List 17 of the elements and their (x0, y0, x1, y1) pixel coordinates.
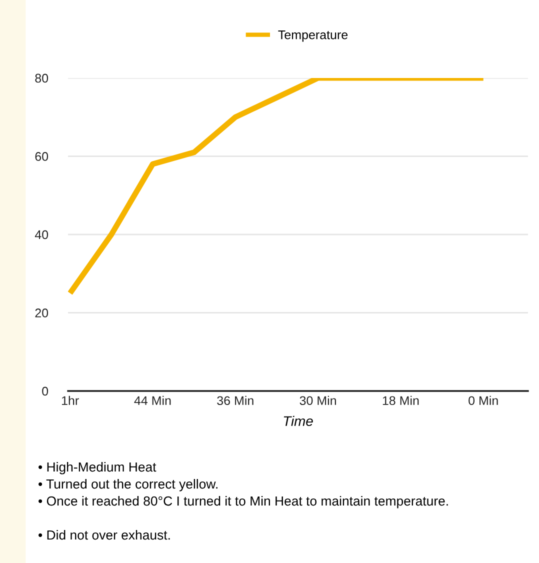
x-tick-label: 1hr (62, 396, 79, 405)
x-tick-label: 30 Min (300, 396, 336, 406)
text: • Turned out the correct yellow. (38, 479, 218, 492)
y-tick-label: 80 (35, 74, 48, 83)
x-tick-label: 36 Min (217, 396, 254, 406)
text: • Did not over exhaust. (38, 530, 170, 540)
text: • Once it reached 80°C I turned it to Min Heat to maintain temperature. (38, 496, 448, 508)
x-tick-label: 18 Min (382, 396, 419, 406)
x-tick-label: 44 Min (134, 396, 171, 405)
y-tick-label: 20 (35, 308, 48, 318)
text: • High-Medium Heat (38, 462, 156, 474)
x-axis-title: Time (284, 416, 313, 426)
y-tick-label: 0 (42, 386, 48, 396)
y-tick-label: 60 (35, 152, 48, 161)
y-tick-label: 40 (34, 230, 48, 240)
x-tick-label: 0 Min (468, 396, 498, 406)
legend-label: Temperature (278, 30, 348, 42)
